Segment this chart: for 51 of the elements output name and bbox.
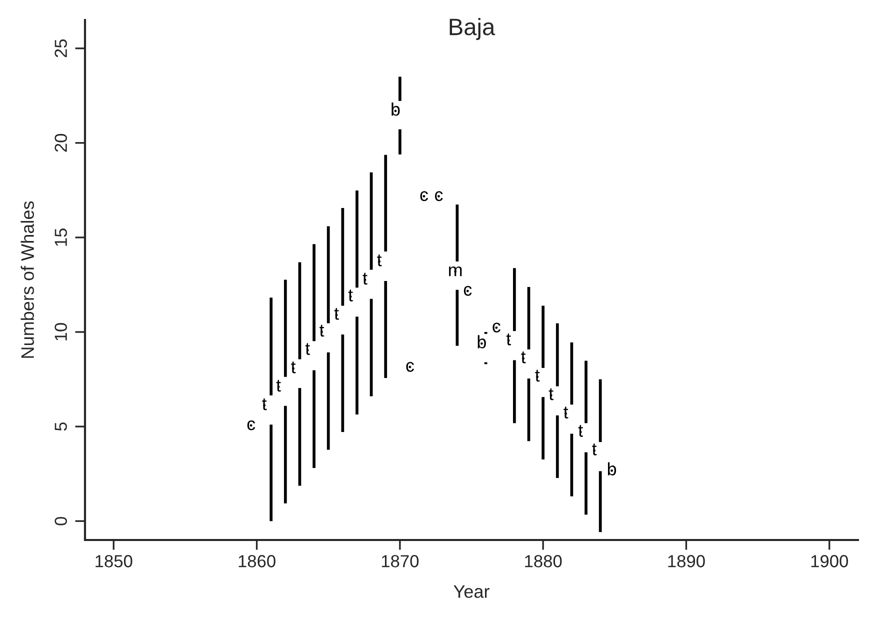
x-tick-label: 1900	[811, 555, 848, 568]
bar	[341, 334, 344, 432]
data-label: c	[434, 191, 443, 202]
y-axis-title: Numbers of Whales	[20, 201, 34, 358]
bar	[284, 280, 287, 377]
bar	[513, 360, 516, 424]
bar	[341, 208, 344, 306]
data-label: b	[478, 335, 486, 348]
y-tick-label: 15	[54, 228, 67, 246]
bar	[584, 452, 588, 515]
bar	[542, 397, 545, 460]
bar	[326, 352, 330, 450]
bar	[270, 424, 273, 522]
data-label: c	[492, 322, 500, 332]
bar	[270, 298, 273, 396]
y-tick-label: 20	[54, 134, 67, 152]
bar	[326, 226, 330, 324]
bar	[284, 406, 287, 504]
x-tick-label: 1850	[96, 555, 132, 568]
bar	[556, 323, 559, 386]
data-label: c	[464, 286, 472, 296]
y-tick-label: 5	[54, 422, 67, 431]
bar	[398, 129, 402, 154]
data-label: c	[406, 362, 414, 372]
data-label: c	[420, 191, 428, 202]
bar	[356, 190, 358, 288]
bar	[556, 415, 559, 478]
y-tick-label: 0	[54, 516, 67, 526]
bar	[584, 360, 588, 424]
bar	[356, 316, 358, 414]
bar	[542, 306, 545, 368]
bar	[384, 280, 388, 378]
data-label: b	[608, 462, 616, 476]
bar	[384, 154, 388, 252]
bar	[513, 268, 516, 332]
bar	[598, 471, 602, 532]
data-label: c	[247, 420, 256, 430]
y-tick-label: 25	[54, 39, 67, 58]
x-tick-label: 1860	[238, 555, 276, 568]
x-tick-label: 1890	[668, 555, 705, 568]
data-label: m	[449, 266, 462, 276]
y-tick-label: 10	[54, 323, 67, 340]
bar	[312, 370, 316, 468]
data-label: b	[392, 102, 400, 116]
x-axis-title: Year	[454, 585, 490, 598]
bar	[398, 76, 402, 101]
bar	[598, 379, 602, 442]
x-tick-label: 1880	[525, 555, 562, 568]
bar	[312, 244, 316, 342]
chart-title: Baja	[450, 18, 496, 40]
x-tick-label: 1870	[382, 555, 419, 568]
